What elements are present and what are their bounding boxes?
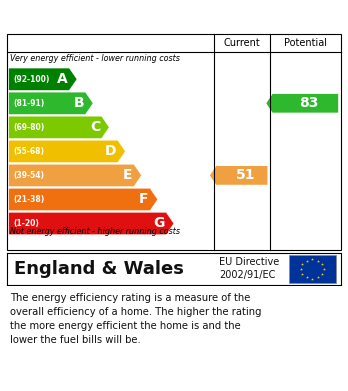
Text: E: E [123,169,133,182]
Text: England & Wales: England & Wales [14,260,184,278]
Text: 83: 83 [299,96,318,110]
Text: C: C [90,120,100,134]
Text: 51: 51 [236,169,255,182]
Text: G: G [153,217,165,230]
Polygon shape [9,164,142,187]
Polygon shape [9,92,93,115]
Polygon shape [9,140,125,163]
Bar [289,255,336,283]
Text: EU Directive
2002/91/EC: EU Directive 2002/91/EC [219,257,279,280]
Text: (81-91): (81-91) [13,99,44,108]
Text: D: D [105,144,116,158]
Polygon shape [210,166,268,185]
Text: A: A [57,72,68,86]
Polygon shape [9,188,158,211]
Text: Energy Efficiency Rating: Energy Efficiency Rating [10,8,239,26]
Text: Potential: Potential [284,38,327,48]
Polygon shape [9,116,109,138]
Text: (1-20): (1-20) [13,219,39,228]
Text: (39-54): (39-54) [13,171,44,180]
Text: Current: Current [223,38,260,48]
Text: (55-68): (55-68) [13,147,44,156]
Polygon shape [9,68,77,90]
Text: (21-38): (21-38) [13,195,44,204]
Text: B: B [73,96,84,110]
Text: Not energy efficient - higher running costs: Not energy efficient - higher running co… [10,226,181,235]
Text: The energy efficiency rating is a measure of the
overall efficiency of a home. T: The energy efficiency rating is a measur… [10,293,262,345]
Polygon shape [266,94,338,113]
Text: F: F [139,192,149,206]
Text: (69-80): (69-80) [13,123,44,132]
Text: (92-100): (92-100) [13,75,49,84]
Polygon shape [9,212,174,235]
Text: Very energy efficient - lower running costs: Very energy efficient - lower running co… [10,54,180,63]
